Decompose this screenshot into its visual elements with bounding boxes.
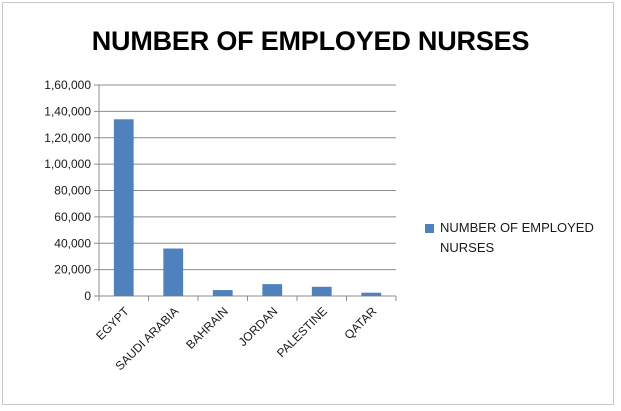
axes (94, 84, 397, 301)
legend: NUMBER OF EMPLOYED NURSES (425, 218, 615, 258)
legend-swatch (425, 224, 434, 233)
x-tick-label: QATAR (341, 304, 379, 342)
x-tick-label: EGYPT (93, 304, 132, 343)
y-tick-label: 40,000 (54, 236, 91, 250)
y-tick-label: 1,20,000 (44, 131, 91, 145)
y-tick-label: 0 (84, 289, 91, 303)
chart-title: NUMBER OF EMPLOYED NURSES (91, 26, 530, 56)
chart-frame (2, 2, 614, 405)
gridlines (99, 84, 396, 271)
y-tick-label: 1,40,000 (44, 104, 91, 118)
bar (311, 286, 332, 296)
y-tick-label: 80,000 (54, 184, 91, 198)
legend-label: NUMBER OF EMPLOYED NURSES (440, 220, 594, 255)
bar (212, 290, 233, 296)
x-tick-label: BAHRAIN (183, 304, 231, 352)
bars (113, 119, 382, 296)
bar (113, 119, 134, 296)
x-tick-label: JORDAN (236, 304, 281, 349)
y-tick-label: 20,000 (54, 263, 91, 277)
bar (163, 248, 184, 296)
y-tick-label: 1,00,000 (44, 157, 91, 171)
tick-labels: 0 20,000 40,000 60,000 80,000 1,00,000 1,20,00… (44, 78, 379, 373)
y-tick-label: 1,60,000 (44, 78, 91, 92)
bar (361, 292, 382, 296)
x-tick-label: PALESTINE (274, 304, 330, 360)
y-tick-label: 60,000 (54, 210, 91, 224)
bar (262, 284, 283, 296)
